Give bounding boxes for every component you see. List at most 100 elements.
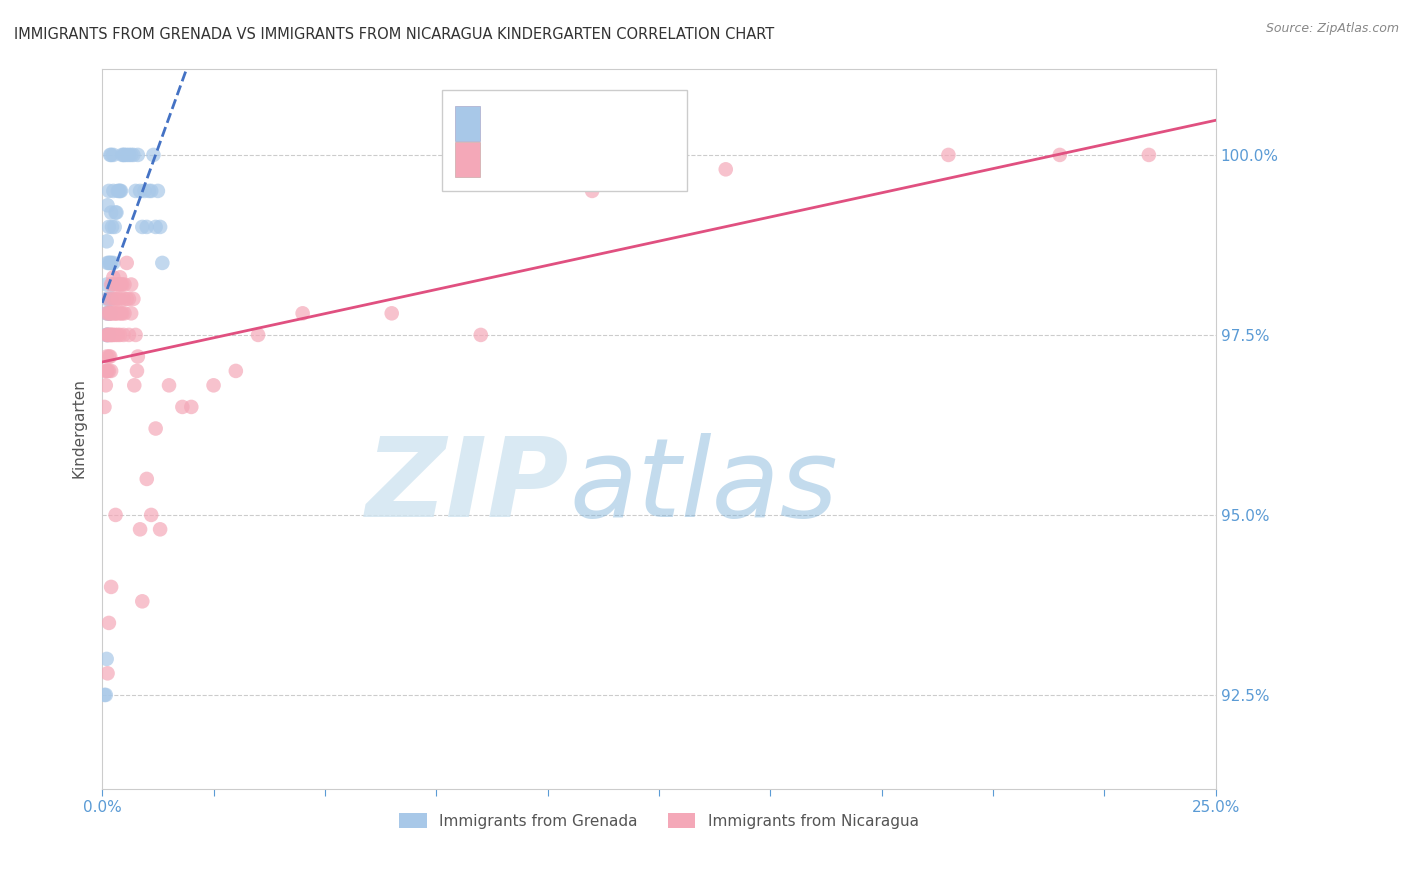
Point [108,327,131,342]
Point [96,327,118,342]
Point [107,327,129,342]
Point [100,364,122,378]
Point [96,277,118,292]
Point [581,184,603,198]
Point [291,306,314,320]
Point [124,378,146,392]
Point [122,148,145,162]
Point [225,364,247,378]
Point [120,148,142,162]
Point [96,327,118,342]
Point [108,277,131,292]
Point [96,327,118,342]
Point [108,270,131,285]
Point [108,292,131,306]
Point [247,327,270,342]
Point [96,292,118,306]
Point [93,400,115,414]
Point [149,522,172,536]
Point [202,378,225,392]
Point [104,219,127,234]
Point [938,148,960,162]
Point [96,666,118,681]
Point [98,148,121,162]
Point [94,688,117,702]
Point [104,306,127,320]
Point [107,292,129,306]
Point [96,364,118,378]
Point [101,277,124,292]
Point [96,306,118,320]
Point [96,327,118,342]
Point [108,184,131,198]
Point [118,327,141,342]
Text: N = 83: N = 83 [603,150,672,169]
Point [100,277,122,292]
Point [1049,148,1071,162]
Point [96,256,118,270]
Point [100,148,122,162]
Point [100,256,122,270]
Point [104,205,127,219]
Bar [456,106,479,141]
Point [110,306,132,320]
Point [94,378,117,392]
Point [110,277,132,292]
Point [124,184,146,198]
Point [93,688,115,702]
Point [180,400,202,414]
Point [114,306,136,320]
Point [97,256,120,270]
Text: R = 0.377: R = 0.377 [486,150,585,169]
Point [146,184,169,198]
Point [105,205,128,219]
Point [96,652,118,666]
Point [96,327,118,342]
Point [97,306,120,320]
Point [103,292,125,306]
Point [93,364,115,378]
Point [96,364,118,378]
Point [103,148,125,162]
Point [470,327,492,342]
Text: R = 0.220: R = 0.220 [486,114,585,133]
Point [112,292,135,306]
Point [97,364,120,378]
FancyBboxPatch shape [441,90,686,191]
Point [97,292,120,306]
Point [104,327,127,342]
Point [714,162,737,177]
Point [127,350,149,364]
Point [172,400,194,414]
Point [97,184,120,198]
Point [100,205,122,219]
Point [103,256,125,270]
Point [98,306,121,320]
Point [101,219,124,234]
Text: N = 58: N = 58 [603,114,672,133]
Point [101,306,124,320]
Text: Source: ZipAtlas.com: Source: ZipAtlas.com [1265,22,1399,36]
Point [118,148,141,162]
Point [115,256,138,270]
Point [108,184,131,198]
Point [127,148,149,162]
Point [104,306,127,320]
Point [97,615,120,630]
Point [96,350,118,364]
Point [110,184,132,198]
Point [149,219,172,234]
Point [100,327,122,342]
Point [135,219,157,234]
Legend: Immigrants from Grenada, Immigrants from Nicaragua: Immigrants from Grenada, Immigrants from… [394,806,925,835]
Point [115,292,138,306]
Point [150,256,173,270]
Point [101,327,124,342]
Point [131,219,153,234]
Point [118,292,141,306]
Point [98,350,121,364]
Point [112,327,135,342]
Point [100,292,122,306]
Point [138,184,160,198]
Point [104,292,127,306]
